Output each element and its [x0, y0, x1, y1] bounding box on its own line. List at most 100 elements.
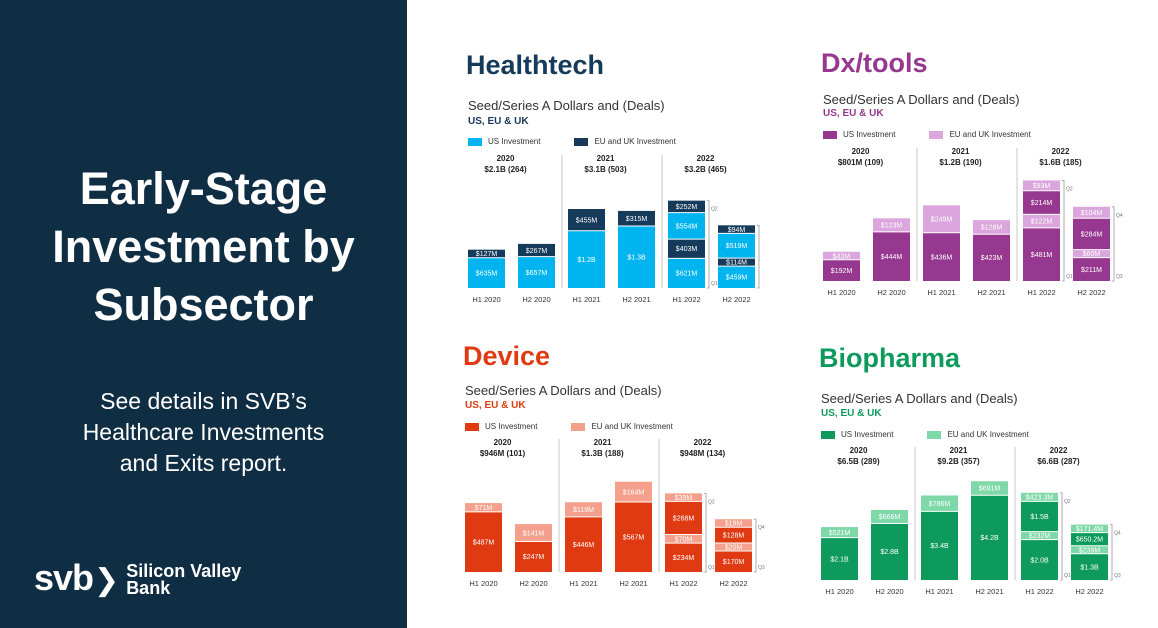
year-total-label: $3.2B (465) [684, 165, 727, 174]
year-total-label: $1.6B (185) [1039, 158, 1082, 167]
year-label: 2020 [852, 148, 870, 156]
bar-us-segment [971, 495, 1008, 580]
quarter-label: Q2 [1064, 499, 1071, 505]
bar-us-segment [1071, 532, 1108, 546]
bar-us-segment [718, 233, 755, 259]
bar-value-label: $691M [979, 486, 1001, 493]
bar-eu-segment [1071, 545, 1108, 554]
quarter-bracket [1110, 524, 1113, 581]
category-label: H1 2022 [1027, 288, 1055, 297]
bar-value-label: $1.2B [577, 257, 596, 264]
bar-value-label: $104M [1081, 210, 1103, 217]
bar-value-label: $192M [831, 268, 853, 275]
legend-item-eu: EU and UK Investment [927, 430, 1029, 439]
quarter-bracket [707, 200, 710, 289]
headline-line-3: Subsector [93, 279, 314, 330]
legend-label-us: US Investment [843, 130, 896, 139]
bar-value-label: $1.3B [1080, 564, 1099, 571]
legend-swatch-us [468, 137, 482, 146]
svb-logo-mark: svb❯ [34, 557, 119, 599]
year-label: 2022 [1052, 148, 1070, 156]
legend: US Investment EU and UK Investment [468, 137, 710, 146]
bar-value-label: $234M [673, 555, 695, 562]
bar-eu-segment [1073, 206, 1110, 219]
subtext-line-3: and Exits report. [119, 450, 288, 476]
legend: US Investment EU and UK Investment [821, 430, 1063, 439]
bar-value-label: $666M [879, 514, 901, 521]
bar-eu-segment [921, 495, 958, 512]
bar-eu-segment [665, 493, 702, 502]
legend-swatch-us [823, 130, 837, 139]
panel-title: Biopharma [819, 343, 961, 373]
bar-us-segment [973, 234, 1010, 281]
bar-value-label: $128M [981, 225, 1003, 232]
bar-value-label: $2.1B [830, 556, 849, 563]
bar-us-segment [568, 230, 605, 288]
category-label: H1 2020 [827, 288, 855, 297]
bar-eu-segment [1023, 180, 1060, 191]
category-label: H2 2020 [877, 288, 905, 297]
device-chart: 2020 $946M (101) 2021 $1.3B (188) 2022 $948M … [465, 439, 765, 588]
year-label: 2020 [494, 439, 512, 447]
bar-value-label: $423.3M [1026, 495, 1053, 502]
quarter-label: Q3 [758, 565, 765, 571]
year-total-label: $948M (134) [680, 449, 726, 458]
bar-value-label: $94M [728, 227, 746, 234]
bar-value-label: $567M [623, 534, 645, 541]
panel-subtitle: Seed/Series A Dollars and (Deals) [821, 391, 1018, 406]
quarter-label: Q4 [758, 525, 765, 531]
dx-tools-panel: Dx/tools Seed/Series A Dollars and (Deal… [815, 40, 1135, 310]
category-label: H1 2022 [669, 579, 697, 588]
year-total-label: $2.1B (264) [484, 165, 527, 174]
legend-label-us: US Investment [841, 430, 894, 439]
quarter-label: Q2 [1066, 186, 1073, 192]
bar-us-segment [618, 225, 655, 288]
year-label: 2021 [594, 439, 612, 447]
quarter-label: Q2 [711, 207, 718, 213]
bar-value-label: $239M [1079, 547, 1101, 554]
bar-value-label: $43M [833, 253, 851, 260]
bar-value-label: $170M [723, 559, 745, 566]
bar-eu-segment [668, 200, 705, 213]
legend-item-us: US Investment [821, 430, 893, 439]
category-label: H2 2021 [619, 579, 647, 588]
bar-us-segment [715, 551, 752, 572]
legend-label-eu: EU and UK Investment [947, 430, 1029, 439]
panel-region: US, EU & UK [821, 408, 882, 419]
bar-eu-segment [715, 519, 752, 528]
bar-eu-segment [973, 220, 1010, 235]
category-label: H1 2020 [825, 587, 853, 596]
legend-label-eu: EU and UK Investment [949, 130, 1031, 139]
bar-eu-segment [1021, 492, 1058, 502]
panel-title: Device [463, 341, 551, 371]
bar-value-label: $436M [931, 254, 953, 261]
category-label: H1 2020 [472, 295, 500, 304]
bar-eu-segment [821, 527, 858, 538]
bar-us-segment [668, 212, 705, 240]
bar-us-segment [615, 501, 652, 572]
bar-value-label: $119M [573, 507, 594, 514]
quarter-label: Q1 [708, 565, 715, 571]
healthtech-chart: 2020 $2.1B (264) 2021 $3.1B (503) 2022 $3.2B … [468, 155, 760, 304]
svb-logo-text: svb [34, 557, 94, 598]
category-label: H1 2022 [672, 295, 700, 304]
bar-value-label: $19M [725, 521, 743, 528]
category-label: H1 2021 [927, 288, 955, 297]
svb-logo[interactable]: svb❯ Silicon Valley Bank [34, 560, 241, 599]
bar-value-label: $122M [1031, 219, 1053, 226]
category-label: H2 2022 [719, 579, 747, 588]
bar-value-label: $1.5B [1030, 514, 1049, 521]
bar-value-label: $2.0B [1030, 557, 1049, 564]
bar-value-label: $621M [676, 271, 698, 278]
category-label: H2 2022 [1075, 587, 1103, 596]
panel-region: US, EU & UK [823, 108, 884, 119]
legend-item-us: US Investment [465, 422, 537, 431]
category-label: H2 2020 [519, 579, 547, 588]
chevron-right-icon: ❯ [94, 564, 119, 597]
bar-eu-segment [618, 210, 655, 226]
legend-swatch-eu [571, 422, 586, 431]
quarter-bracket [704, 492, 707, 573]
legend-item-eu: EU and UK Investment [574, 137, 676, 146]
bar-us-segment [518, 256, 555, 288]
category-label: H2 2022 [1077, 288, 1105, 297]
